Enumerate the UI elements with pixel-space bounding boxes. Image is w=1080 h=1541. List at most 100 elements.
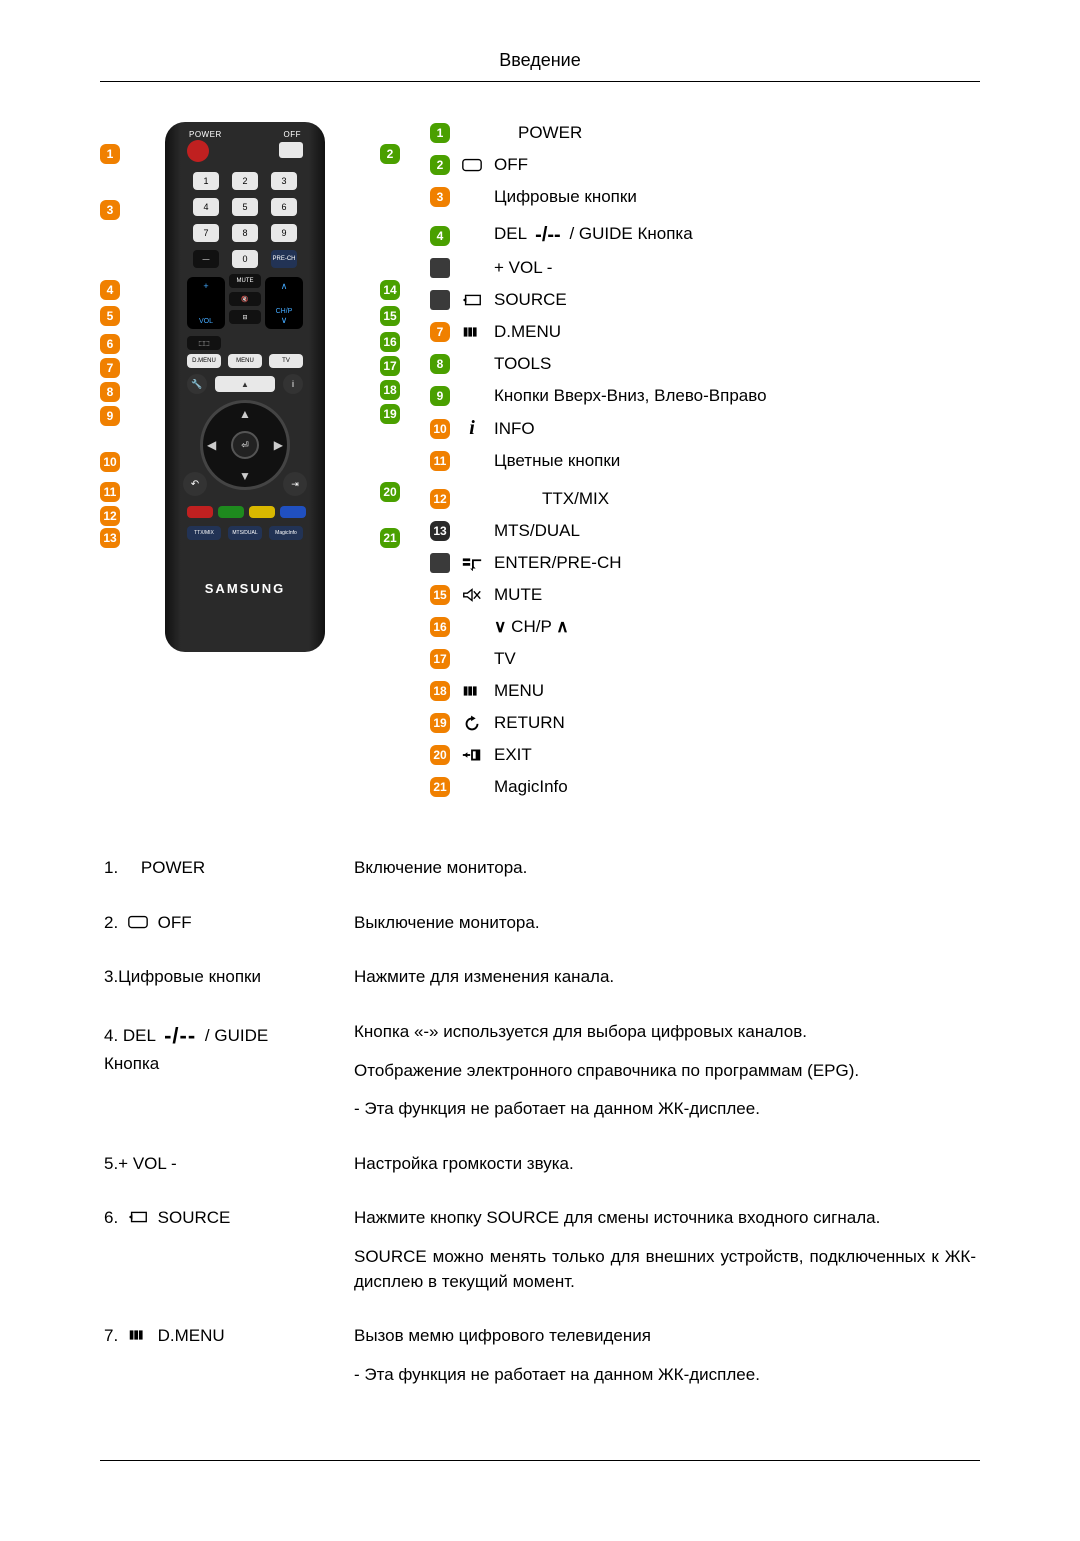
legend-label: EXIT	[494, 745, 532, 765]
legend-icon	[460, 715, 484, 731]
legend-number-badge: 1	[430, 123, 450, 143]
legend-number-badge: 16	[430, 617, 450, 637]
legend-label: MUTE	[494, 585, 542, 605]
legend-row: 9 Кнопки Вверх-Вниз, Влево-Вправо	[430, 385, 980, 407]
legend-number-badge: 10	[430, 419, 450, 439]
legend-number-badge: 11	[430, 451, 450, 471]
description-row: 4. DEL -/-- / GUIDEКнопкаКнопка «-» испо…	[100, 1012, 980, 1144]
description-term: 6. SOURCE	[100, 1198, 350, 1316]
page-footer-rule	[100, 1460, 980, 1461]
description-definition: Вызов мемю цифрового телевидения- Эта фу…	[350, 1316, 980, 1409]
legend-number-badge	[430, 553, 450, 573]
legend-label: Цветные кнопки	[494, 451, 620, 471]
legend-row: 17 TV	[430, 648, 980, 670]
legend-number-badge: 19	[430, 713, 450, 733]
legend-label: ∨ CH/P ∧	[494, 617, 569, 637]
legend-icon	[460, 555, 484, 571]
legend-row: + VOL -	[430, 257, 980, 279]
description-row: 2. OFFВыключение монитора.	[100, 903, 980, 958]
legend-icon	[460, 747, 484, 763]
description-row: 3.Цифровые кнопкиНажмите для изменения к…	[100, 957, 980, 1012]
legend-label: MTS/DUAL	[494, 521, 580, 541]
description-definition: Настройка громкости звука.	[350, 1144, 980, 1199]
legend-label: OFF	[494, 155, 528, 175]
legend-label: MagicInfo	[494, 777, 568, 797]
legend-list: 1 POWER 2 OFF 3 Цифровые кнопки 4 DEL -/-- / GU…	[430, 122, 980, 808]
legend-row: 18 MENU	[430, 680, 980, 702]
legend-label: TOOLS	[494, 354, 551, 374]
legend-row: 2 OFF	[430, 154, 980, 176]
legend-row: 19 RETURN	[430, 712, 980, 734]
legend-icon	[460, 324, 484, 340]
remote-body: POWER OFF 1 2 3 4 5 6 7 8 9 — 0 PRE-CH +…	[165, 122, 325, 652]
legend-number-badge: 8	[430, 354, 450, 374]
legend-number-badge: 17	[430, 649, 450, 669]
legend-label: MENU	[494, 681, 544, 701]
legend-row: 7 D.MENU	[430, 321, 980, 343]
legend-number-badge: 21	[430, 777, 450, 797]
legend-label: TV	[494, 649, 516, 669]
legend-row: 8 TOOLS	[430, 353, 980, 375]
legend-row: 21 MagicInfo	[430, 776, 980, 798]
description-definition: Кнопка «-» используется для выбора цифро…	[350, 1012, 980, 1144]
legend-number-badge: 12	[430, 489, 450, 509]
description-term: 7. D.MENU	[100, 1316, 350, 1409]
legend-label: POWER	[494, 123, 582, 143]
remote-illustration: POWER OFF 1 2 3 4 5 6 7 8 9 — 0 PRE-CH +…	[100, 122, 400, 808]
legend-row: 15 MUTE	[430, 584, 980, 606]
description-definition: Нажмите кнопку SOURCE для смены источник…	[350, 1198, 980, 1316]
legend-label: ENTER/PRE-CH	[494, 553, 622, 573]
legend-number-badge	[430, 290, 450, 310]
description-term: 4. DEL -/-- / GUIDEКнопка	[100, 1012, 350, 1144]
legend-label: TTX/MIX	[494, 489, 609, 509]
legend-row: 11 Цветные кнопки	[430, 450, 980, 472]
description-row: 1. POWERВключение монитора.	[100, 848, 980, 903]
legend-number-badge: 13	[430, 521, 450, 541]
legend-row: 12 TTX/MIX	[430, 488, 980, 510]
legend-row: 1 POWER	[430, 122, 980, 144]
top-section: POWER OFF 1 2 3 4 5 6 7 8 9 — 0 PRE-CH +…	[100, 122, 980, 808]
description-definition: Выключение монитора.	[350, 903, 980, 958]
legend-label: RETURN	[494, 713, 565, 733]
description-term: 2. OFF	[100, 903, 350, 958]
legend-icon	[460, 587, 484, 603]
description-row: 6. SOURCEНажмите кнопку SOURCE для смены…	[100, 1198, 980, 1316]
legend-number-badge: 9	[430, 386, 450, 406]
legend-icon	[460, 292, 484, 308]
legend-row: 3 Цифровые кнопки	[430, 186, 980, 208]
legend-label: SOURCE	[494, 290, 567, 310]
legend-row: SOURCE	[430, 289, 980, 311]
description-term: 1. POWER	[100, 848, 350, 903]
description-row: 5.+ VOL -Настройка громкости звука.	[100, 1144, 980, 1199]
legend-row: 4 DEL -/-- / GUIDE Кнопка	[430, 224, 980, 247]
legend-row: 20 EXIT	[430, 744, 980, 766]
legend-label: Кнопки Вверх-Вниз, Влево-Вправо	[494, 386, 767, 406]
legend-number-badge: 4	[430, 226, 450, 246]
legend-number-badge: 2	[430, 155, 450, 175]
legend-label: + VOL -	[494, 258, 552, 278]
legend-label: INFO	[494, 419, 535, 439]
description-definition: Нажмите для изменения канала.	[350, 957, 980, 1012]
legend-row: 10 i INFO	[430, 417, 980, 440]
brand-logo: SAMSUNG	[165, 581, 325, 596]
legend-label: Цифровые кнопки	[494, 187, 637, 207]
legend-number-badge: 3	[430, 187, 450, 207]
description-term: 3.Цифровые кнопки	[100, 957, 350, 1012]
legend-number-badge: 20	[430, 745, 450, 765]
legend-icon	[460, 157, 484, 173]
description-row: 7. D.MENUВызов мемю цифрового телевидени…	[100, 1316, 980, 1409]
legend-row: ENTER/PRE-CH	[430, 552, 980, 574]
legend-label: DEL -/-- / GUIDE Кнопка	[494, 224, 693, 247]
description-table: 1. POWERВключение монитора.2. OFFВыключе…	[100, 848, 980, 1410]
legend-number-badge: 15	[430, 585, 450, 605]
legend-label: D.MENU	[494, 322, 561, 342]
legend-icon	[460, 683, 484, 699]
legend-row: 16 ∨ CH/P ∧	[430, 616, 980, 638]
description-term: 5.+ VOL -	[100, 1144, 350, 1199]
legend-number-badge: 7	[430, 322, 450, 342]
description-definition: Включение монитора.	[350, 848, 980, 903]
legend-row: 13 MTS/DUAL	[430, 520, 980, 542]
legend-icon: i	[460, 417, 484, 440]
legend-number-badge: 18	[430, 681, 450, 701]
legend-number-badge	[430, 258, 450, 278]
